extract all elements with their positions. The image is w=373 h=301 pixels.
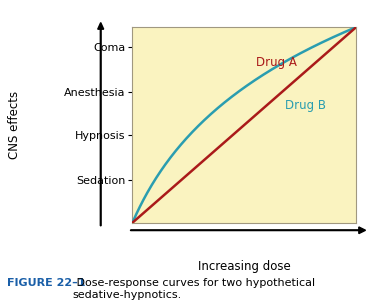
Text: FIGURE 22–1: FIGURE 22–1 <box>7 278 86 288</box>
Text: Drug A: Drug A <box>256 56 297 69</box>
Text: CNS effects: CNS effects <box>9 91 21 159</box>
Text: Increasing dose: Increasing dose <box>198 260 291 273</box>
Text: Dose-response curves for two hypothetical
sedative-hypnotics.: Dose-response curves for two hypothetica… <box>73 278 315 300</box>
Text: Drug B: Drug B <box>285 99 326 112</box>
